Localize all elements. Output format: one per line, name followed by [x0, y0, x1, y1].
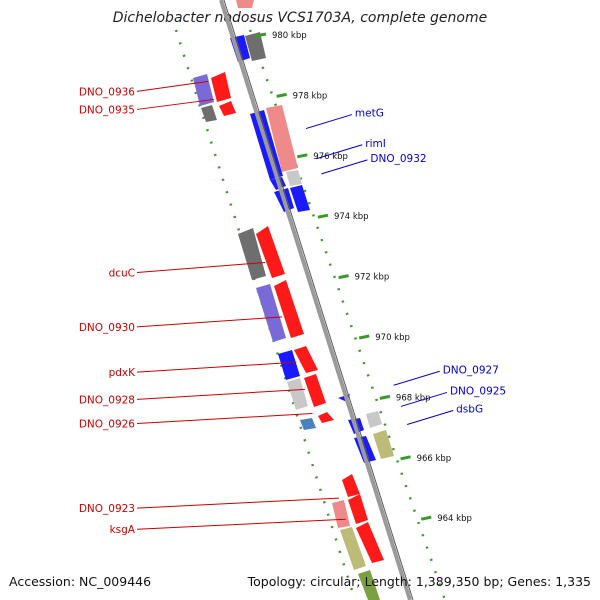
feature-red-0926	[318, 412, 334, 423]
feature-red-dcuc	[256, 226, 285, 278]
right-label-leader	[321, 159, 368, 175]
left-label-leader	[136, 413, 313, 425]
left-label-leader	[136, 497, 340, 509]
left-label-leader	[136, 518, 346, 530]
left-gene-label: DNO_0928	[79, 394, 135, 406]
scale-label: 966 kbp	[417, 454, 452, 464]
scale-label: 972 kbp	[355, 273, 390, 283]
accession-text: Accession: NC_009446	[9, 574, 152, 589]
map-title: Dichelobacter nodosus VCS1703A, complete…	[112, 10, 488, 26]
feature-olive-bottom	[358, 570, 380, 600]
feature-red-ksga	[356, 522, 384, 563]
feature-red-0923	[342, 474, 360, 497]
left-gene-label: ksgA	[110, 524, 136, 536]
scale-tick	[255, 32, 267, 38]
scale-ticks: 980 kbp 978 kbp 976 kbp 974 kbp 972 kbp 970 k…	[255, 31, 472, 524]
left-gene-label: DNO_0926	[79, 419, 135, 431]
feature-lightgray-rimi	[286, 170, 302, 186]
feature-red-0923b	[348, 494, 368, 524]
feature-red-0936	[211, 72, 231, 102]
right-label-leader	[406, 410, 454, 426]
right-gene-label: DNO_0927	[443, 364, 499, 376]
topology-summary: Topology: circular; Length: 1,389,350 bp…	[247, 574, 591, 589]
feature-lightgray-0925	[366, 411, 382, 428]
left-gene-label: dcuC	[109, 268, 135, 280]
feature-pink-0923	[332, 500, 350, 528]
feature-gray-top	[245, 32, 266, 61]
scale-label: 968 kbp	[396, 393, 431, 403]
right-label-leader	[400, 391, 448, 407]
right-gene-label: DNO_0925	[450, 385, 506, 397]
scale-tick	[379, 394, 391, 400]
left-gene-label: DNO_0935	[79, 104, 135, 116]
left-label-leader	[136, 316, 283, 328]
reverse-strand-features	[193, 32, 394, 463]
backbone-line	[219, 0, 412, 600]
feature-purple-0930	[256, 284, 286, 342]
feature-blue-0932	[290, 185, 310, 212]
feature-khaki-ksga	[340, 527, 366, 570]
forward-strand-features	[211, 0, 384, 600]
feature-pink-top	[236, 0, 254, 8]
left-gene-label: pdxK	[109, 367, 137, 379]
feature-lightgray-0928	[287, 378, 308, 410]
left-label-leader	[136, 262, 266, 274]
scale-tick	[420, 515, 432, 521]
feature-red-0930	[274, 280, 304, 338]
backbone	[219, 0, 414, 600]
left-gene-label: DNO_0936	[79, 86, 135, 98]
right-gene-label: rimI	[365, 138, 386, 150]
right-label-leader	[305, 114, 353, 130]
feature-red-pdxk	[294, 346, 318, 373]
right-gene-label: dsbG	[456, 404, 483, 416]
feature-gray-0935	[201, 105, 217, 122]
feature-red-0935	[219, 101, 236, 116]
tick-rails	[174, 29, 447, 600]
scale-tick	[400, 455, 411, 461]
scale-label: 964 kbp	[437, 514, 472, 524]
scale-label: 980 kbp	[272, 31, 307, 41]
scale-label: 974 kbp	[334, 212, 369, 222]
scale-label: 970 kbp	[375, 333, 410, 343]
scale-tick	[276, 92, 287, 98]
right-label-leader	[393, 370, 440, 386]
feature-pink-metg	[266, 105, 298, 172]
scale-label: 976 kbp	[313, 152, 348, 162]
right-gene-label: DNO_0932	[370, 153, 426, 165]
right-gene-label: metG	[355, 108, 384, 120]
scale-tick	[317, 213, 329, 219]
left-label-leader	[136, 361, 297, 373]
left-label-leader	[136, 388, 305, 400]
feature-purple-0936	[193, 74, 214, 106]
left-label-leader	[136, 80, 209, 92]
left-gene-label: DNO_0930	[79, 322, 135, 334]
left-label-leader	[136, 98, 214, 110]
feature-steel-0926	[300, 418, 316, 430]
scale-label: 978 kbp	[293, 91, 328, 101]
right-gene-labels: metG rimI DNO_0932 DNO_0927 DNO_0925 dsbG	[305, 108, 506, 426]
feature-khaki-dsbg	[373, 430, 394, 459]
feature-blue-pdxk	[278, 350, 300, 380]
scale-tick	[296, 153, 308, 159]
backbone-shadow	[223, 0, 414, 600]
scale-tick	[338, 274, 349, 280]
right-label-leader	[316, 144, 363, 160]
feature-gray-dcuc	[238, 228, 266, 280]
feature-red-0928	[304, 374, 326, 407]
left-gene-label: DNO_0923	[79, 503, 135, 515]
scale-tick	[358, 334, 370, 340]
left-gene-labels: DNO_0936 DNO_0935 dcuC DNO_0930 pdxK DNO_0928…	[79, 80, 346, 536]
